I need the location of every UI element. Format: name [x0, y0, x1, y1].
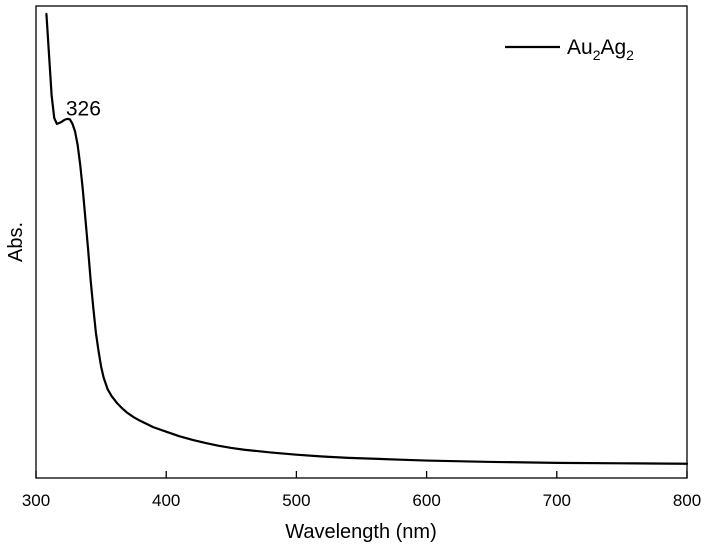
x-tick-label-400: 400	[152, 491, 180, 510]
x-tick-label-600: 600	[412, 491, 440, 510]
plot-frame	[35, 5, 688, 479]
x-tick-label-700: 700	[543, 491, 571, 510]
series-line-au2ag2	[45, 12, 689, 465]
y-axis-label: Abs.	[5, 222, 27, 262]
legend: Au2Ag2	[505, 36, 634, 63]
x-tick-label-800: 800	[673, 491, 701, 510]
peak-annotation: 326	[66, 97, 101, 120]
x-tick-label-300: 300	[22, 491, 50, 510]
x-axis-label: Wavelength (nm)	[285, 521, 437, 543]
x-tick-label-500: 500	[282, 491, 310, 510]
x-axis-ticks	[35, 471, 688, 478]
legend-label: Au2Ag2	[567, 36, 634, 63]
x-axis-tick-labels: 300 400 500 600 700 800	[22, 491, 701, 510]
